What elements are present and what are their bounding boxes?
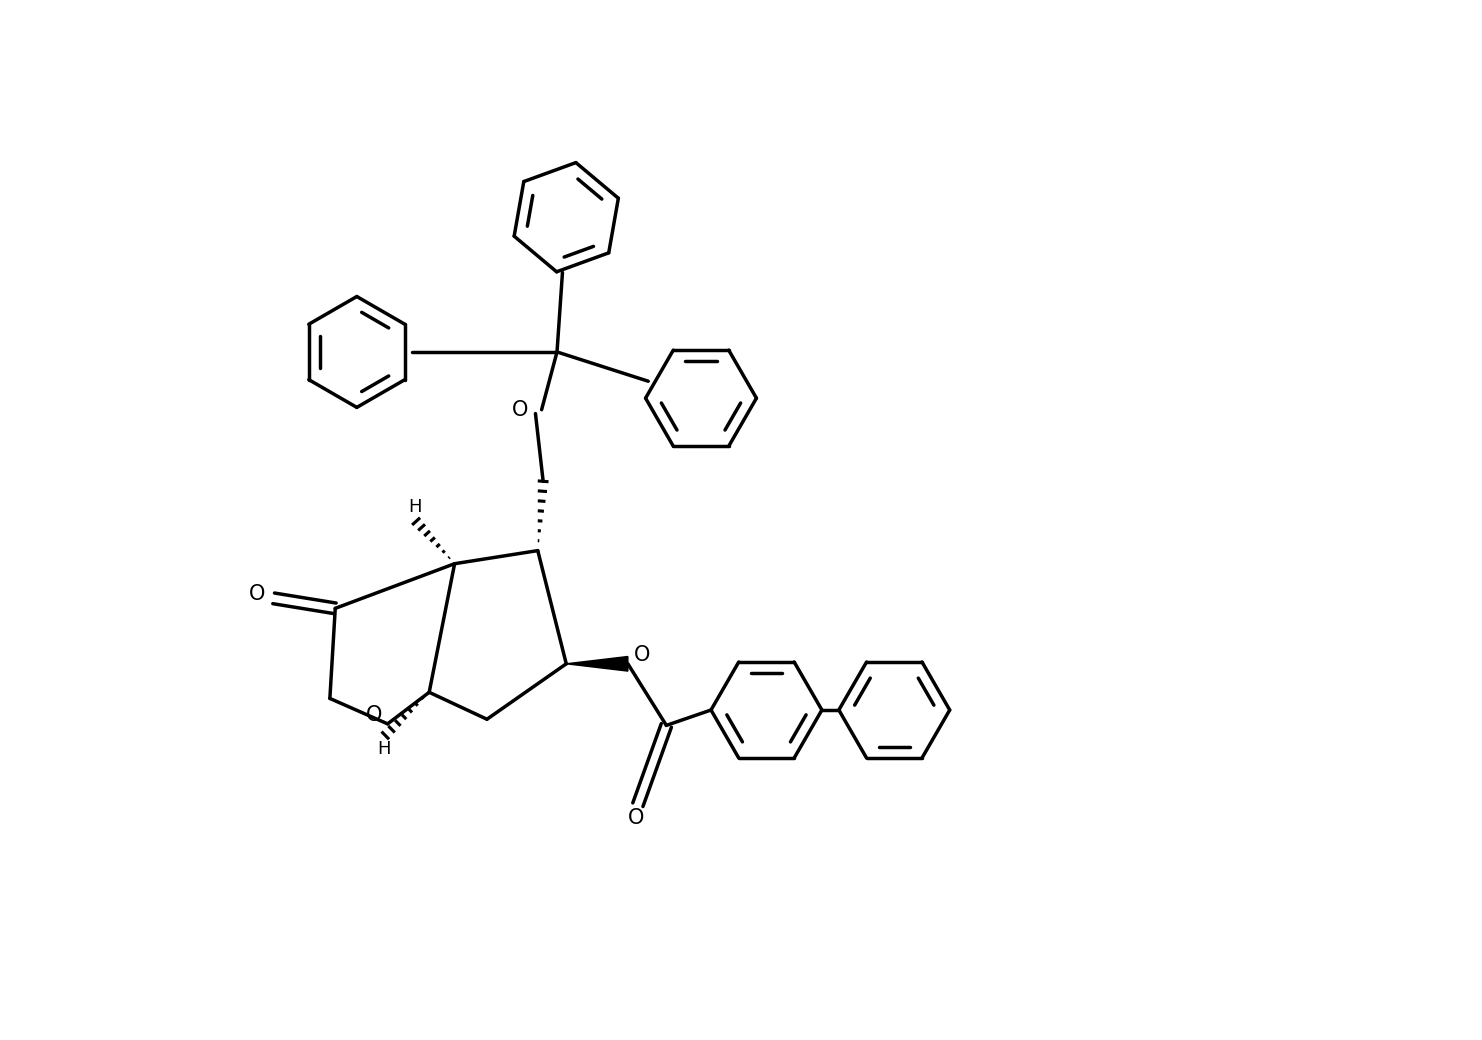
Text: O: O	[633, 645, 651, 665]
Text: H: H	[376, 740, 391, 758]
Text: O: O	[628, 808, 645, 828]
Text: O: O	[366, 705, 382, 725]
Polygon shape	[566, 656, 628, 671]
Text: H: H	[408, 498, 421, 517]
Text: O: O	[511, 399, 528, 420]
Text: O: O	[249, 584, 265, 604]
